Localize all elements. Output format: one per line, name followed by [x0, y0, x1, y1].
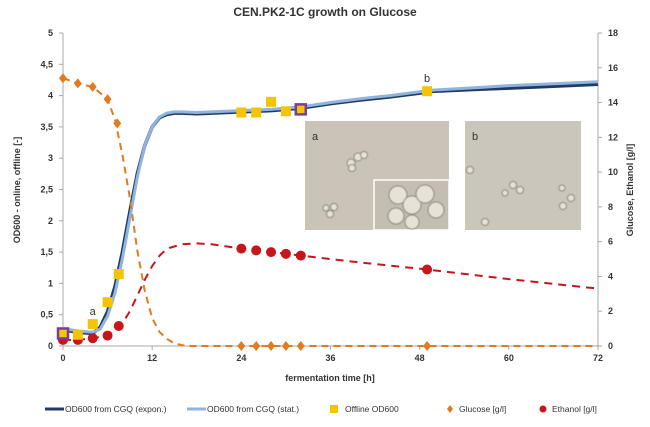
legend: OD600 from CGQ (expon.) OD600 from CGQ (s… — [45, 404, 597, 414]
ethanol-point — [251, 245, 262, 256]
glucose-point — [113, 118, 122, 129]
offline-od600-point — [251, 107, 262, 118]
yeast-cells — [322, 151, 575, 230]
x-tick-label: 24 — [236, 353, 246, 363]
ethanol-point — [236, 243, 247, 254]
glucose-point — [423, 341, 432, 351]
chart-title: CEN.PK2-1C growth on Glucose — [233, 5, 417, 19]
y-tick-label: 0,5 — [40, 310, 53, 320]
offline-od600-point — [266, 96, 277, 107]
glucose-dashed-line — [62, 77, 598, 347]
ethanol-point — [295, 250, 306, 261]
x-axis-label: fermentation time [h] — [285, 373, 375, 383]
y-tick-label-right: 0 — [608, 341, 613, 351]
y-tick-label-right: 18 — [608, 28, 618, 38]
x-tick-label: 60 — [504, 353, 514, 363]
y-tick-label: 2 — [48, 216, 53, 226]
offline-od600-point — [422, 86, 433, 97]
legend-item-label: OD600 from CGQ (expon.) — [65, 404, 167, 414]
offline-od600-point — [236, 107, 247, 118]
glucose-point — [267, 341, 276, 351]
ethanol-point — [266, 247, 277, 258]
ethanol-point — [87, 333, 98, 344]
y-tick-label: 5 — [48, 28, 53, 38]
y-tick-label: 4 — [48, 91, 53, 101]
legend-item-label: Offline OD600 — [345, 404, 399, 414]
point-label-b: b — [424, 73, 430, 85]
glucose-point — [237, 341, 246, 351]
glucose-point — [296, 341, 305, 351]
y-axis-label-right: Glucose, Ethanol [g/l] — [625, 144, 635, 237]
glucose-point — [281, 341, 290, 351]
legend-swatch-circle — [539, 405, 547, 413]
legend-swatch-diamond — [447, 405, 453, 413]
x-tick-label: 12 — [147, 353, 157, 363]
y-tick-label: 1 — [48, 278, 53, 288]
legend-swatch-square — [330, 405, 338, 413]
offline-od600-point — [72, 329, 83, 340]
micrograph-insets: a b — [305, 121, 581, 231]
offline-od600-point-highlighted — [294, 103, 308, 116]
glucose-point — [88, 81, 97, 92]
offline-od600-point-highlighted — [56, 327, 70, 340]
offline-od600-point — [280, 106, 291, 117]
y-tick-label-right: 10 — [608, 167, 618, 177]
offline-od600-point — [102, 297, 113, 308]
ethanol-point — [102, 330, 113, 341]
y-tick-label: 3 — [48, 153, 53, 163]
legend-item-label: Ethanol [g/l] — [552, 404, 597, 414]
y-tick-label-right: 16 — [608, 63, 618, 73]
y-tick-label-right: 12 — [608, 132, 618, 142]
ethanol-point — [113, 321, 124, 332]
x-tick-label: 48 — [415, 353, 425, 363]
y-tick-label: 3,5 — [40, 122, 53, 132]
y-tick-label-right: 6 — [608, 237, 613, 247]
glucose-point — [73, 78, 82, 89]
y-axis-label-left: OD600 - online, offline [-] — [12, 137, 22, 244]
micrograph-b-label: b — [472, 131, 478, 143]
ethanol-dashed-line — [63, 242, 599, 341]
y-tick-label: 0 — [48, 341, 53, 351]
od600-stat-line — [62, 80, 599, 334]
y-tick-label: 1,5 — [40, 247, 53, 257]
offline-od600-point — [113, 269, 124, 280]
x-tick-label: 36 — [325, 353, 335, 363]
glucose-point — [103, 94, 112, 105]
x-tick-label: 0 — [60, 353, 65, 363]
y-tick-label-right: 2 — [608, 306, 613, 316]
offline-od600-point — [87, 319, 98, 330]
micrograph-a-label: a — [312, 131, 319, 143]
ethanol-point — [422, 264, 433, 275]
legend-item-label: OD600 from CGQ (stat.) — [207, 404, 299, 414]
y-tick-label: 4,5 — [40, 59, 53, 69]
ethanol-point — [280, 248, 291, 259]
legend-item-label: Glucose [g/l] — [459, 404, 506, 414]
glucose-point — [59, 73, 67, 84]
point-label-a: a — [90, 306, 97, 318]
y-tick-label: 2,5 — [40, 185, 53, 195]
y-tick-label-right: 4 — [608, 271, 613, 281]
micrograph-b — [465, 121, 581, 230]
y-tick-label-right: 8 — [608, 202, 613, 212]
x-tick-label: 72 — [593, 353, 603, 363]
glucose-point — [252, 341, 261, 351]
y-tick-label-right: 14 — [608, 98, 618, 108]
